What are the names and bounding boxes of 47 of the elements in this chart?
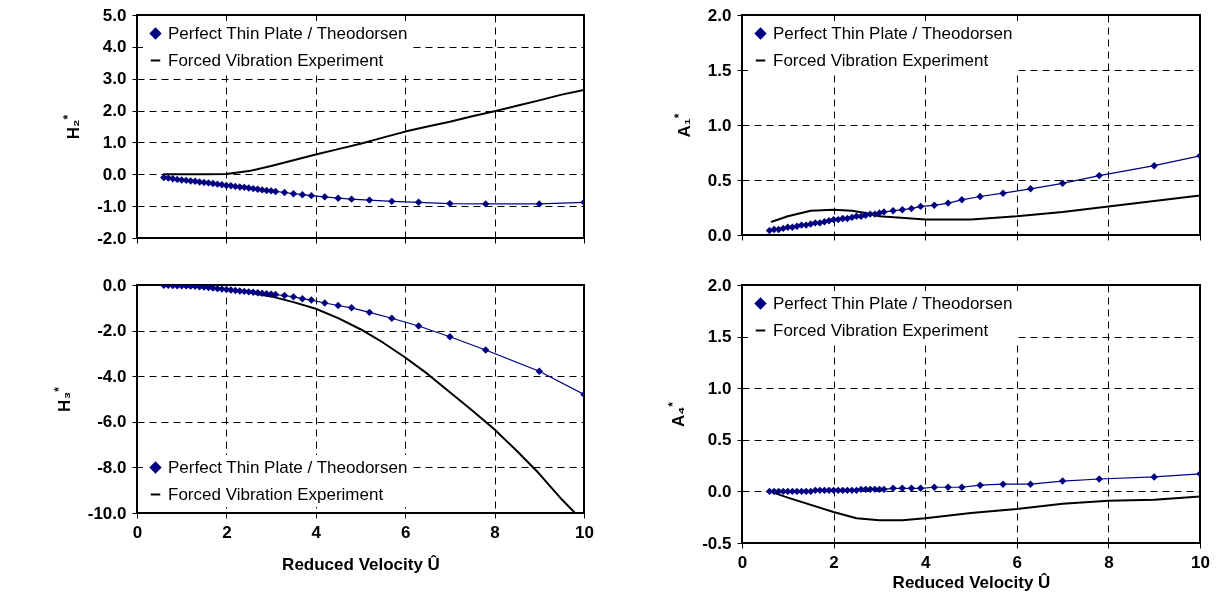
legend-label: Perfect Thin Plate / Theodorsen (773, 23, 1013, 43)
x-tick-label: 2 (829, 552, 839, 572)
x-tick-label: 4 (920, 552, 931, 572)
y-tick-label: 0.0 (102, 164, 127, 184)
x-tick-label: 4 (311, 522, 322, 542)
y-tick-label: 5.0 (102, 5, 127, 25)
legend-label: Forced Vibration Experiment (773, 320, 989, 340)
y-tick-label: 0.5 (707, 170, 732, 190)
y-tick-label: 1.0 (707, 115, 732, 135)
y-tick-label: 2.0 (102, 101, 127, 121)
y-tick-label: -8.0 (97, 457, 127, 477)
y-tick-label: 2.0 (707, 275, 732, 295)
y-tick-label: 0.0 (102, 275, 127, 295)
y-tick-label: 1.5 (707, 60, 732, 80)
y-tick-label: 2.0 (707, 5, 732, 25)
y-tick-label: -0.5 (702, 533, 732, 553)
x-tick-label: 8 (490, 522, 500, 542)
x-tick-label: 0 (132, 522, 143, 542)
y-tick-label: 3.0 (102, 69, 127, 89)
y-tick-label: -6.0 (97, 412, 127, 432)
y-tick-label: -2.0 (97, 228, 127, 248)
x-tick-label: 8 (1104, 552, 1114, 572)
legend-label: Perfect Thin Plate / Theodorsen (168, 23, 408, 43)
y-tick-label: 1.5 (707, 327, 732, 347)
x-axis-title: Reduced Velocity Û (892, 572, 1051, 592)
y-tick-label: 0.0 (707, 225, 732, 245)
x-tick-label: 0 (737, 552, 748, 572)
legend-label: Perfect Thin Plate / Theodorsen (773, 293, 1013, 313)
legend-label: Perfect Thin Plate / Theodorsen (168, 457, 408, 477)
y-tick-label: 0.0 (707, 481, 732, 501)
y-tick-label: -2.0 (97, 321, 127, 341)
y-tick-label: -10.0 (87, 503, 127, 523)
legend-label: Forced Vibration Experiment (168, 50, 384, 70)
x-axis-title: Reduced Velocity Û (282, 554, 440, 574)
x-tick-label: 6 (1012, 552, 1023, 572)
y-tick-label: 0.5 (707, 430, 732, 450)
x-tick-label: 10 (575, 522, 594, 542)
x-tick-label: 2 (222, 522, 232, 542)
y-tick-label: -4.0 (97, 366, 127, 386)
legend-label: Forced Vibration Experiment (168, 484, 384, 504)
y-tick-label: 4.0 (102, 37, 127, 57)
y-tick-label: -1.0 (97, 196, 127, 216)
x-tick-label: 6 (400, 522, 411, 542)
y-tick-label: 1.0 (102, 132, 127, 152)
y-tick-label: 1.0 (707, 378, 732, 398)
x-tick-label: 10 (1191, 552, 1210, 572)
legend-label: Forced Vibration Experiment (773, 50, 989, 70)
